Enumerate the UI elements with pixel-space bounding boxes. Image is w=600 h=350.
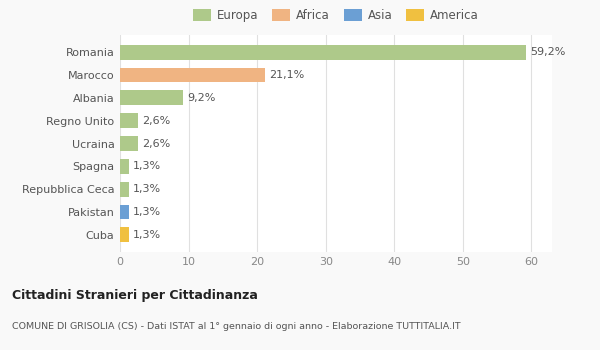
Text: 59,2%: 59,2%: [530, 47, 565, 57]
Text: 1,3%: 1,3%: [133, 161, 161, 171]
Bar: [120, 182, 129, 196]
Bar: [120, 227, 129, 242]
Bar: [120, 204, 129, 219]
Bar: [120, 136, 138, 151]
Bar: [120, 113, 138, 128]
Text: 9,2%: 9,2%: [187, 93, 215, 103]
Text: 1,3%: 1,3%: [133, 184, 161, 194]
Text: 2,6%: 2,6%: [142, 139, 170, 148]
Text: 2,6%: 2,6%: [142, 116, 170, 126]
Legend: Europa, Africa, Asia, America: Europa, Africa, Asia, America: [191, 7, 481, 25]
Bar: [120, 45, 526, 60]
Text: 1,3%: 1,3%: [133, 207, 161, 217]
Text: 1,3%: 1,3%: [133, 230, 161, 240]
Bar: [120, 91, 183, 105]
Text: COMUNE DI GRISOLIA (CS) - Dati ISTAT al 1° gennaio di ogni anno - Elaborazione T: COMUNE DI GRISOLIA (CS) - Dati ISTAT al …: [12, 322, 461, 331]
Bar: [120, 159, 129, 174]
Text: 21,1%: 21,1%: [269, 70, 304, 80]
Bar: [120, 68, 265, 83]
Text: Cittadini Stranieri per Cittadinanza: Cittadini Stranieri per Cittadinanza: [12, 289, 258, 302]
